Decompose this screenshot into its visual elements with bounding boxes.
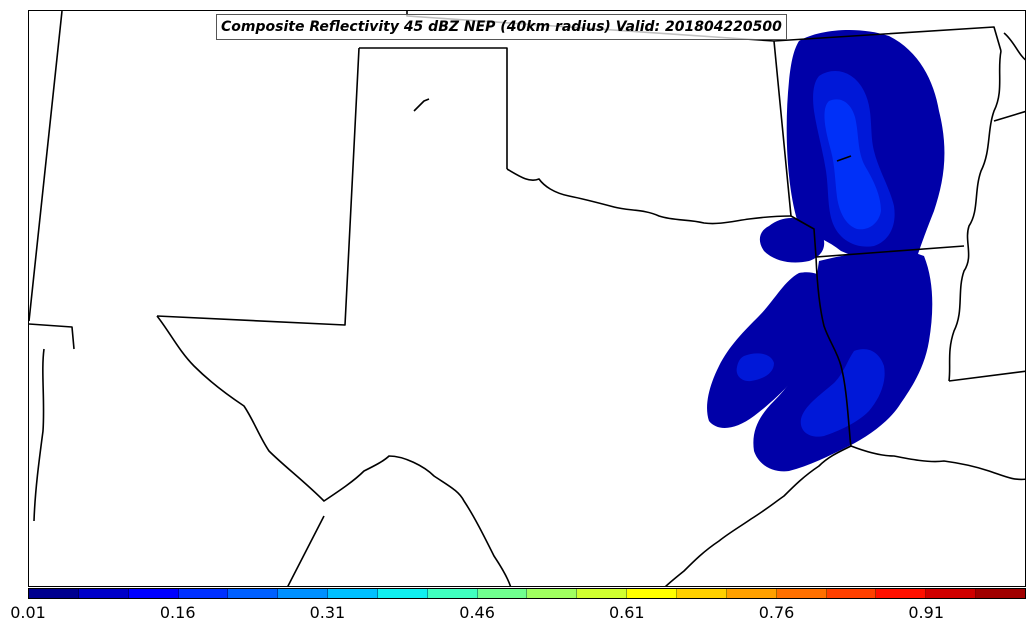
colorbar-segment: [826, 589, 877, 598]
colorbar-segment: [477, 589, 528, 598]
boundary-ks-mo: [773, 40, 792, 217]
colorbar-tick-label: 0.16: [159, 603, 196, 622]
boundary-ar-la: [815, 245, 965, 258]
colorbar-segment: [627, 589, 677, 598]
colorbar-segment: [78, 589, 129, 598]
lake-marker-east: [836, 155, 852, 162]
colorbar-segment: [377, 589, 428, 598]
colorbar-segment: [876, 589, 927, 598]
colorbar-tick-label: 0.76: [758, 603, 795, 622]
boundary-ms-east: [993, 110, 1025, 122]
boundary-tn-ms: [1003, 32, 1025, 61]
colorbar-segment: [178, 589, 229, 598]
boundary-ms-river: [948, 50, 1002, 382]
colorbar-tick-label: 0.46: [459, 603, 495, 622]
probability-region-central-lowest: [759, 218, 825, 263]
boundary-az-mex: [33, 348, 45, 522]
gulf-coastline: [850, 445, 1025, 481]
lake-marker-north: [413, 98, 430, 112]
colorbar: [28, 588, 1026, 599]
colorbar-segment: [328, 589, 378, 598]
colorbar-tick-label: 0.31: [309, 603, 346, 622]
colorbar-tick-label: 0.01: [10, 603, 46, 622]
boundary-nm-east-upper: [359, 47, 508, 169]
probability-region-south-lowest: [753, 250, 933, 472]
probability-region-north-high: [824, 99, 881, 230]
map-panel: [28, 10, 1026, 587]
colorbar-segment: [228, 589, 279, 598]
boundary-ms-al: [948, 370, 1025, 382]
colorbar-segment: [278, 589, 329, 598]
colorbar-segment: [427, 589, 478, 598]
colorbar-segment: [577, 589, 628, 598]
probability-region-southwest-lowest: [707, 272, 834, 428]
boundary-mexico-chihuahua: [287, 515, 325, 586]
state-boundaries: [29, 11, 1025, 586]
boundary-mo-north: [773, 26, 1002, 52]
colorbar-segment: [776, 589, 827, 598]
texas-coastline: [664, 445, 852, 586]
boundary-ok-ar: [790, 215, 817, 258]
boundary-nm-az-west: [29, 11, 63, 322]
colorbar-segment: [976, 589, 1025, 598]
colorbar-segment: [527, 589, 578, 598]
colorbar-segment: [726, 589, 777, 598]
colorbar-tick-label: 0.61: [608, 603, 645, 622]
boundary-tx-la: [815, 256, 852, 447]
boundary-red-river: [506, 168, 792, 225]
colorbar-segment: [926, 589, 977, 598]
probability-region-southwest-mid: [736, 353, 774, 382]
boundary-nm-tx-west: [156, 47, 360, 326]
map-canvas: [29, 11, 1025, 586]
boundary-nm-co-north: [29, 323, 75, 350]
probability-field: [707, 29, 945, 472]
colorbar-tick-label: 0.91: [908, 603, 944, 622]
probability-region-south-mid: [800, 349, 885, 437]
colorbar-segment: [29, 589, 79, 598]
colorbar-segment: [676, 589, 727, 598]
colorbar-segment: [128, 589, 179, 598]
map-title: Composite Reflectivity 45 dBZ NEP (40km …: [216, 14, 787, 40]
boundary-tx-mexico: [156, 315, 512, 586]
